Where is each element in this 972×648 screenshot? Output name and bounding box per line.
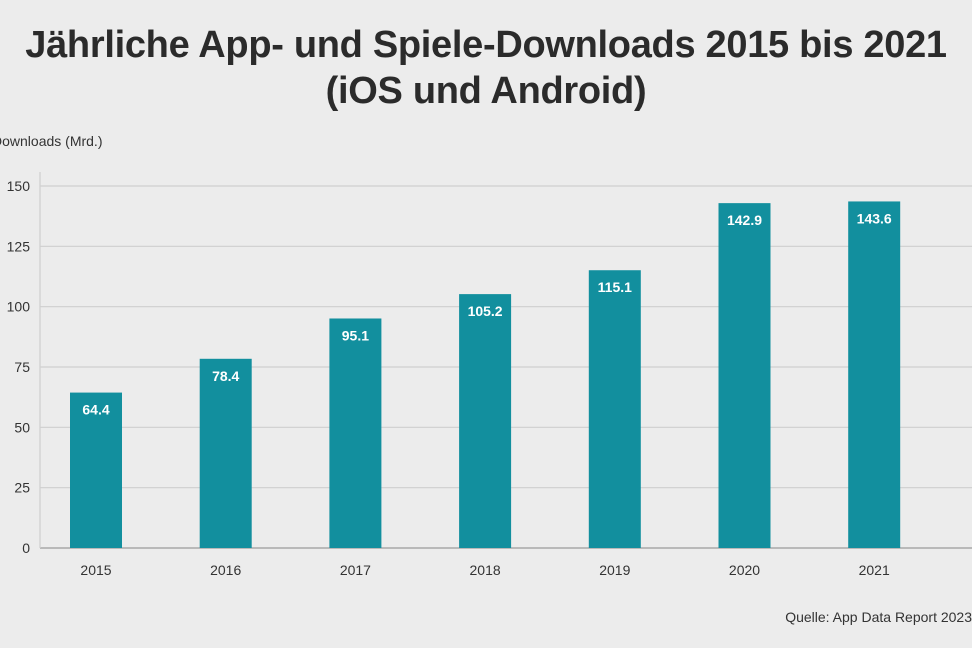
data-label-2015: 64.4 [82, 402, 109, 418]
y-tick-label: 50 [14, 419, 30, 435]
data-label-2018: 105.2 [468, 303, 503, 319]
bar-2016 [199, 358, 252, 548]
y-axis-label: Downloads (Mrd.) [0, 133, 103, 149]
y-tick-label: 150 [7, 178, 31, 194]
x-tick-label-2018: 2018 [470, 562, 501, 578]
chart-title: Jährliche App- und Spiele-Downloads 2015… [0, 22, 972, 114]
chart-title-line-1: Jährliche App- und Spiele-Downloads 2015… [25, 24, 947, 66]
x-tick-label-2015: 2015 [80, 562, 111, 578]
x-tick-label-2019: 2019 [599, 562, 630, 578]
data-label-2019: 115.1 [598, 279, 632, 295]
bar-2018 [459, 294, 512, 548]
y-tick-label: 0 [22, 540, 30, 556]
bars: 64.4 78.4 95.1 105.2 115.1 142.9 143.6 [70, 201, 901, 549]
x-axis-ticks: 2015 2016 2017 2018 2019 2020 2021 [80, 562, 890, 578]
chart-title-line-2: (iOS und Android) [325, 70, 647, 112]
x-tick-label-2020: 2020 [729, 562, 760, 578]
data-label-2020: 142.9 [727, 212, 762, 228]
data-label-2016: 78.4 [212, 368, 239, 384]
bar-2020 [718, 203, 771, 548]
x-tick-label-2017: 2017 [340, 562, 371, 578]
y-tick-label: 25 [14, 480, 30, 496]
bar-2015 [70, 392, 122, 548]
data-label-2021: 143.6 [857, 210, 892, 226]
data-label-2017: 95.1 [342, 327, 369, 343]
y-axis-ticks: 0 25 50 75 100 125 150 [7, 178, 31, 556]
x-tick-label-2016: 2016 [210, 562, 241, 578]
source-note: Quelle: App Data Report 2023 [785, 609, 972, 625]
y-tick-label: 75 [14, 359, 30, 375]
bar-2017 [329, 318, 382, 548]
y-tick-label: 100 [7, 299, 31, 315]
y-tick-label: 125 [7, 238, 31, 254]
bar-2021 [848, 201, 901, 549]
bar-2019 [588, 270, 641, 548]
x-tick-label-2021: 2021 [859, 562, 890, 578]
